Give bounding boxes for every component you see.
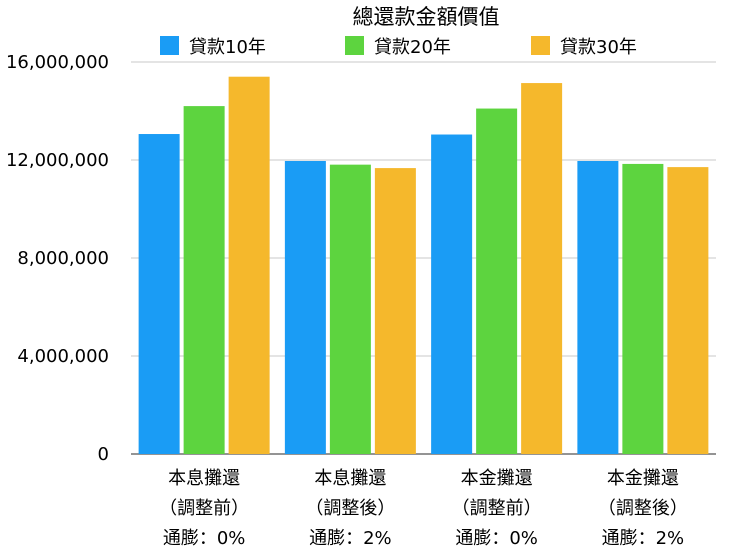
bar xyxy=(667,167,709,455)
y-tick-label: 8,000,000 xyxy=(17,248,109,269)
bar xyxy=(431,134,473,454)
legend-label: 貸款30年 xyxy=(560,37,637,58)
legend-label: 貸款10年 xyxy=(189,37,266,58)
x-tick-label: （調整前） xyxy=(452,498,542,519)
x-tick-label: 本金攤還 xyxy=(607,468,679,489)
legend: 貸款10年 貸款20年 貸款30年 xyxy=(160,36,637,58)
x-tick-label: （調整前） xyxy=(159,498,249,519)
y-tick-label: 4,000,000 xyxy=(17,346,109,367)
bar xyxy=(622,163,664,455)
y-tick-label: 12,000,000 xyxy=(6,150,109,171)
x-tick-label: 通膨：2% xyxy=(602,528,685,549)
x-axis: 本息攤還 （調整前） 通膨：0% 本息攤還 （調整後） 通膨：2% 本金攤還 （調整前） 通膨：… xyxy=(159,468,688,549)
x-tick-label: 本金攤還 xyxy=(461,468,533,489)
legend-label: 貸款20年 xyxy=(374,37,451,58)
bar xyxy=(228,76,270,454)
bar xyxy=(521,83,563,454)
x-tick-label: （調整後） xyxy=(598,498,688,519)
x-tick-label: 通膨：0% xyxy=(455,528,538,549)
y-axis: 0 4,000,000 8,000,000 12,000,000 16,000,000 xyxy=(6,52,109,465)
bar xyxy=(374,168,416,454)
x-tick-label: 本息攤還 xyxy=(168,468,240,489)
x-tick-label: 通膨：0% xyxy=(163,528,246,549)
legend-swatch xyxy=(160,36,179,55)
bar xyxy=(476,108,518,455)
y-tick-label: 16,000,000 xyxy=(6,52,109,73)
legend-swatch xyxy=(345,36,364,55)
bar xyxy=(577,160,619,455)
bar xyxy=(183,106,225,454)
y-tick-label: 0 xyxy=(98,444,109,465)
gridlines xyxy=(131,61,716,455)
bar xyxy=(284,160,326,455)
x-tick-label: 通膨：2% xyxy=(309,528,392,549)
legend-swatch xyxy=(531,36,550,55)
bars xyxy=(138,76,709,455)
chart-title: 總還款金額價值 xyxy=(353,5,500,29)
x-tick-label: （調整後） xyxy=(305,498,395,519)
bar xyxy=(138,134,180,454)
bar xyxy=(329,164,371,454)
x-tick-label: 本息攤還 xyxy=(314,468,386,489)
